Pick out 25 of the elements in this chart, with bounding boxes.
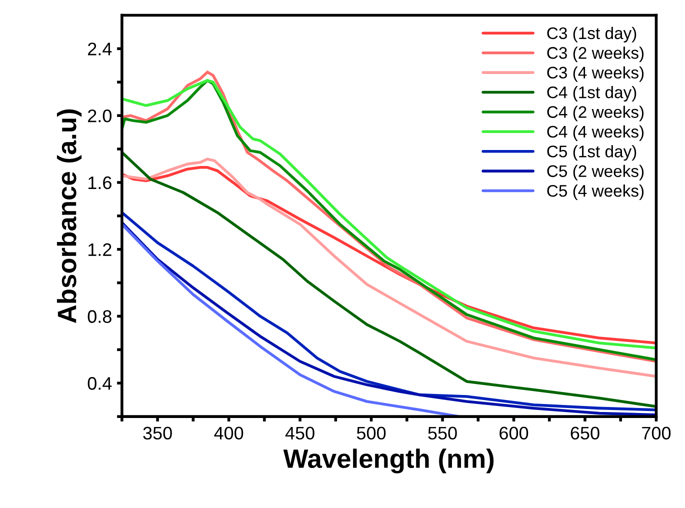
x-tick-label: 450 bbox=[285, 426, 314, 440]
y-tick-label: 2.0 bbox=[88, 110, 112, 122]
y-tick-label: 0.4 bbox=[88, 377, 112, 390]
legend-label: C4 (1st day) bbox=[547, 86, 636, 102]
y-tick-label: 1.6 bbox=[88, 176, 112, 190]
legend-label: C5 (4 weeks) bbox=[547, 184, 644, 200]
legend-label: C3 (2 weeks) bbox=[547, 46, 644, 62]
legend-label: C5 (2 weeks) bbox=[547, 164, 644, 180]
legend-label: C3 (1st day) bbox=[547, 26, 636, 42]
y-tick-label: 0.8 bbox=[88, 310, 112, 323]
x-tick-label: 400 bbox=[214, 426, 244, 440]
y-tick-label: 2.4 bbox=[88, 42, 112, 56]
x-tick-label: 500 bbox=[356, 426, 386, 440]
legend-label: C4 (2 weeks) bbox=[547, 106, 644, 122]
legend-label: C5 (1st day) bbox=[547, 145, 636, 161]
x-axis-title: Wavelength (nm) bbox=[283, 448, 494, 474]
x-tick-label: 550 bbox=[428, 426, 457, 440]
y-axis-title: Absorbance (a.u) bbox=[56, 109, 82, 324]
x-tick-label: 650 bbox=[570, 426, 600, 440]
legend-label: C3 (4 weeks) bbox=[547, 66, 644, 82]
x-tick-label: 700 bbox=[642, 426, 671, 440]
x-tick-label: 350 bbox=[143, 426, 172, 440]
x-tick-label: 600 bbox=[500, 426, 528, 440]
legend-label: C4 (4 weeks) bbox=[547, 125, 644, 141]
y-tick-label: 1.2 bbox=[88, 243, 112, 256]
